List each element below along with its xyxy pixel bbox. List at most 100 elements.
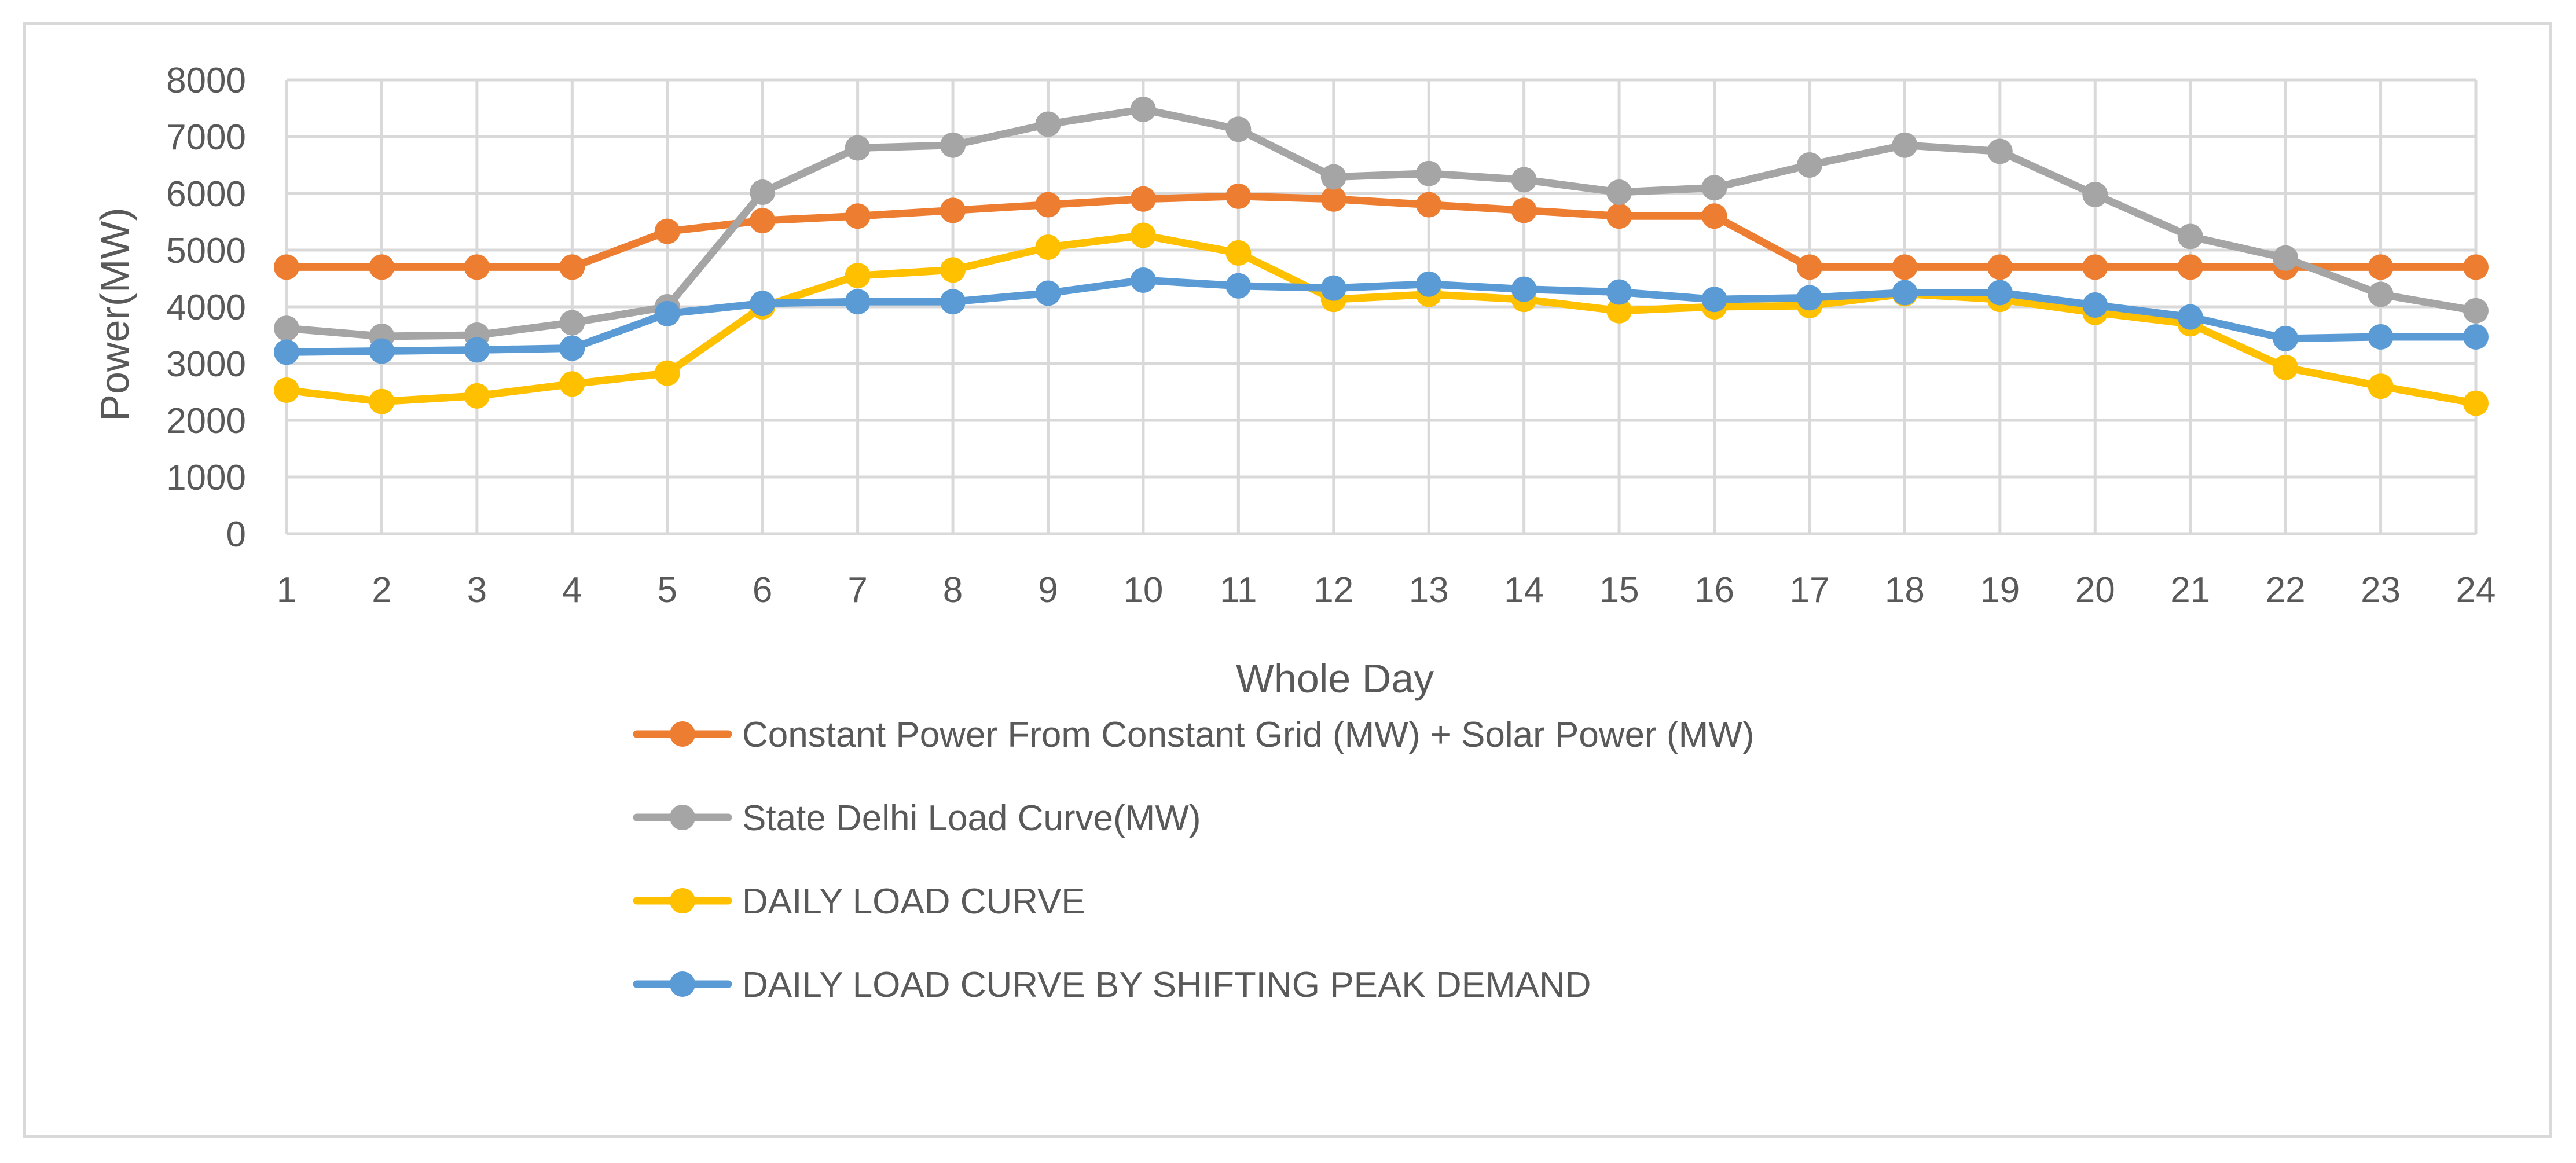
- data-point: [2368, 281, 2394, 307]
- legend-dot-marker: [670, 805, 695, 830]
- x-tick-label: 1: [277, 570, 296, 610]
- data-point: [464, 254, 490, 280]
- x-tick-label: 19: [1980, 570, 2020, 610]
- legend-item: DAILY LOAD CURVE: [633, 882, 1085, 922]
- data-point: [750, 179, 776, 206]
- data-point: [940, 257, 966, 283]
- data-point: [750, 208, 776, 234]
- data-point: [1892, 280, 1918, 306]
- legend-item: DAILY LOAD CURVE BY SHIFTING PEAK DEMAND: [633, 965, 1591, 1005]
- legend-dot-marker: [670, 971, 695, 997]
- data-point: [2177, 223, 2203, 250]
- data-point: [1320, 164, 1346, 190]
- x-tick-label: 4: [562, 570, 582, 610]
- data-point: [2463, 298, 2489, 324]
- data-point: [2463, 390, 2489, 416]
- data-point: [1035, 111, 1061, 137]
- data-point: [2273, 354, 2299, 380]
- legend: Constant Power From Constant Grid (MW) +…: [633, 715, 1754, 1005]
- data-point: [1416, 160, 1442, 186]
- data-point: [1892, 132, 1918, 158]
- data-point: [1416, 192, 1442, 218]
- data-point: [2368, 254, 2394, 280]
- data-point: [1606, 279, 1632, 305]
- data-point: [2368, 324, 2394, 350]
- data-point: [1130, 186, 1156, 212]
- y-tick-label: 2000: [166, 401, 246, 441]
- x-axis-title: Whole Day: [1236, 656, 1434, 701]
- data-point: [845, 203, 871, 229]
- x-tick-label: 10: [1123, 570, 1163, 610]
- data-point: [1511, 276, 1537, 302]
- data-point: [1606, 179, 1632, 206]
- data-point: [845, 135, 871, 161]
- data-point: [1225, 183, 1252, 209]
- data-point: [369, 388, 395, 414]
- y-tick-label: 7000: [166, 118, 246, 157]
- x-tick-label: 16: [1694, 570, 1734, 610]
- y-tick-label: 0: [226, 515, 246, 555]
- data-point: [1796, 152, 1822, 178]
- y-tick-label: 6000: [166, 174, 246, 214]
- data-point: [1701, 287, 1727, 313]
- series-1: [274, 183, 2489, 280]
- x-tick-label: 11: [1220, 570, 1257, 610]
- data-point: [369, 254, 395, 280]
- data-point: [2082, 292, 2108, 318]
- data-point: [1796, 285, 1822, 311]
- data-point: [1225, 116, 1252, 142]
- data-point: [274, 339, 299, 365]
- data-point: [1701, 203, 1727, 229]
- data-point: [1987, 254, 2013, 280]
- x-tick-label: 8: [943, 570, 963, 610]
- data-point: [464, 337, 490, 363]
- series-4: [274, 267, 2489, 365]
- data-point: [1606, 203, 1632, 229]
- y-axis-tick-labels: 0 1000 2000 3000 4000 5000 6000 7000 8000: [166, 61, 246, 555]
- data-point: [940, 289, 966, 315]
- legend-item: Constant Power From Constant Grid (MW) +…: [633, 715, 1754, 755]
- series-line: [282, 192, 2480, 271]
- data-point: [2177, 254, 2203, 280]
- data-point: [1320, 275, 1346, 301]
- x-tick-label: 9: [1038, 570, 1058, 610]
- data-point: [1606, 298, 1632, 324]
- y-tick-label: 5000: [166, 231, 246, 271]
- data-point: [1416, 271, 1442, 297]
- x-tick-label: 7: [847, 570, 867, 610]
- data-point: [940, 132, 966, 158]
- data-point: [1035, 234, 1061, 261]
- x-tick-label: 14: [1504, 570, 1544, 610]
- data-point: [2273, 245, 2299, 271]
- x-tick-label: 13: [1409, 570, 1449, 610]
- legend-label: State Delhi Load Curve(MW): [742, 798, 1201, 838]
- legend-dot-marker: [670, 888, 695, 913]
- data-point: [1892, 254, 1918, 280]
- x-tick-label: 17: [1789, 570, 1829, 610]
- data-point: [654, 360, 680, 386]
- y-axis-title: Power(MW): [92, 207, 137, 421]
- data-point: [940, 197, 966, 223]
- data-point: [1511, 197, 1537, 223]
- data-point: [1130, 222, 1156, 248]
- data-point: [2273, 325, 2299, 351]
- x-tick-label: 5: [657, 570, 677, 610]
- data-point: [1035, 280, 1061, 306]
- data-point: [559, 335, 585, 361]
- series-line: [282, 232, 2480, 408]
- data-point: [2463, 324, 2489, 350]
- x-tick-label: 15: [1599, 570, 1639, 610]
- x-tick-label: 12: [1313, 570, 1353, 610]
- data-point: [2463, 254, 2489, 280]
- data-point: [1320, 186, 1346, 212]
- y-tick-label: 3000: [166, 344, 246, 384]
- data-point: [845, 263, 871, 289]
- legend-label: Constant Power From Constant Grid (MW) +…: [742, 715, 1754, 755]
- x-tick-label: 22: [2266, 570, 2306, 610]
- data-point: [559, 371, 585, 397]
- data-point: [1035, 192, 1061, 218]
- series-line: [282, 105, 2480, 340]
- data-point: [750, 291, 776, 317]
- data-point: [274, 377, 299, 403]
- y-tick-label: 1000: [166, 458, 246, 498]
